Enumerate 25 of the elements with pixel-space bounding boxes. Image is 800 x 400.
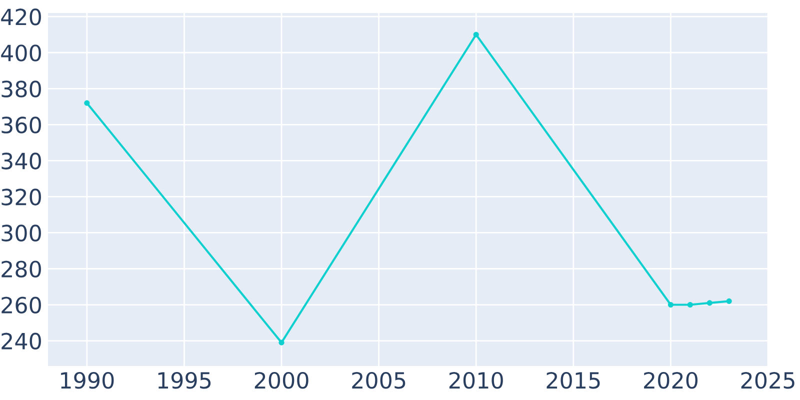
point bbox=[706, 300, 712, 306]
x-tick-label: 2025 bbox=[741, 372, 794, 389]
y-tick-label: 420 bbox=[1, 8, 41, 26]
x-tick-label: 2020 bbox=[644, 372, 698, 389]
y-tick-label: 280 bbox=[2, 260, 41, 278]
y-tick-label: 240 bbox=[2, 332, 41, 350]
point bbox=[668, 302, 674, 308]
y-tick-label: 300 bbox=[2, 224, 41, 242]
y-tick-label: 400 bbox=[1, 44, 41, 62]
y-tick-label: 380 bbox=[2, 80, 41, 98]
x-tick-label: 2010 bbox=[449, 372, 503, 389]
y-tick-label: 260 bbox=[2, 296, 41, 314]
x-tick-label: 1995 bbox=[158, 372, 211, 389]
x-tick-label: 1990 bbox=[61, 372, 114, 389]
y-tick-label: 340 bbox=[2, 152, 41, 170]
x-tick-label: 2000 bbox=[254, 372, 308, 389]
x-tick-label: 2005 bbox=[352, 372, 406, 389]
point bbox=[84, 100, 90, 106]
point bbox=[473, 32, 479, 38]
y-tick-label: 320 bbox=[2, 188, 41, 206]
point bbox=[726, 298, 732, 304]
point bbox=[687, 302, 693, 308]
point bbox=[278, 340, 284, 346]
y-tick-label: 360 bbox=[2, 116, 41, 134]
x-tick-label: 2015 bbox=[546, 372, 600, 389]
